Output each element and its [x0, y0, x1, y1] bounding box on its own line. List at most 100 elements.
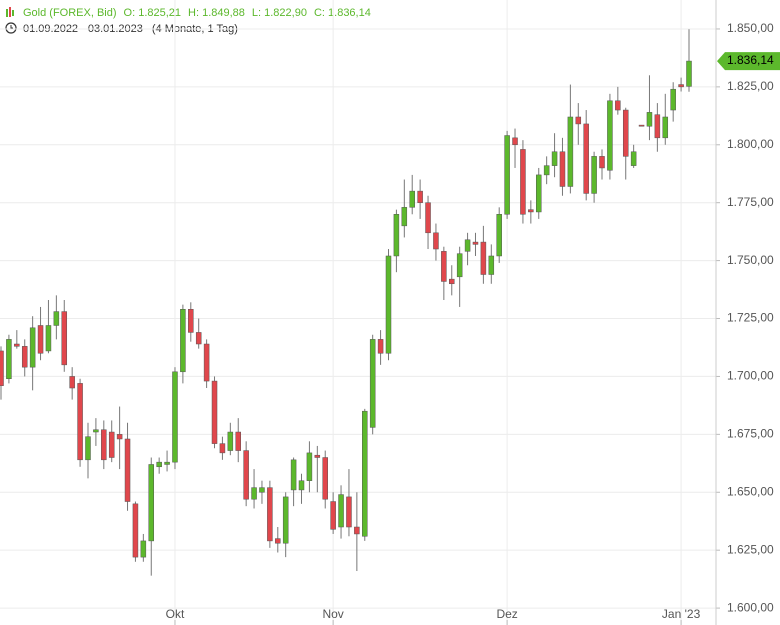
candle-body — [29, 327, 36, 368]
candle-body — [622, 109, 629, 157]
candle-body — [528, 209, 534, 213]
candle-body — [116, 434, 123, 440]
candle-body — [385, 255, 392, 354]
candle-body — [211, 380, 218, 444]
candle-body — [6, 339, 12, 380]
candle-body — [512, 137, 518, 146]
candle-body — [369, 339, 376, 428]
candle-body — [401, 207, 408, 227]
candle-body — [449, 278, 455, 285]
candle-body — [583, 123, 589, 194]
candle-body — [164, 461, 170, 465]
candle-body — [148, 464, 155, 542]
candle-body — [567, 116, 574, 187]
candle-body — [441, 251, 447, 282]
ohlc-label: H: 1.849,88 — [188, 7, 245, 19]
candle-body — [77, 383, 83, 461]
candle-body — [69, 376, 75, 389]
candle-body — [599, 156, 605, 169]
y-tick-label: 1.775,00 — [727, 195, 774, 209]
price-tag-label: 1.836,14 — [727, 53, 774, 67]
ohlc-label: O: 1.825,21 — [124, 7, 182, 19]
candle-body — [488, 255, 495, 275]
candle-body — [85, 436, 91, 461]
candle-body — [646, 112, 653, 127]
candle-body — [654, 114, 661, 139]
candle-body — [575, 116, 582, 125]
ohlc-label: C: 1.836,14 — [314, 7, 371, 19]
candle-body — [362, 410, 368, 537]
y-tick-label: 1.850,00 — [727, 21, 774, 35]
candle-body — [520, 149, 526, 215]
candle-body — [480, 241, 487, 275]
candle-body — [108, 431, 115, 458]
price-tag — [717, 52, 780, 71]
candle-body — [21, 346, 28, 368]
candle-body — [638, 124, 645, 127]
candle-body — [559, 151, 566, 187]
x-tick-label: Okt — [166, 607, 185, 621]
candle-body — [219, 443, 226, 454]
y-tick-label: 1.750,00 — [727, 253, 774, 267]
candle-body — [251, 487, 257, 500]
instrument-title: Gold (FOREX, Bid) — [23, 7, 117, 19]
candle-body — [496, 214, 502, 257]
candle-body — [282, 496, 289, 544]
candle-body — [290, 459, 297, 491]
candle-body — [14, 343, 20, 347]
candle-body — [670, 88, 676, 111]
candle-body — [140, 540, 147, 558]
header — [5, 7, 17, 34]
icon — [9, 7, 11, 17]
candle-body — [338, 494, 344, 528]
candle-body — [551, 151, 558, 166]
x-tick-label: Nov — [322, 607, 343, 621]
x-tick-label: Dez — [496, 607, 517, 621]
y-tick-label: 1.800,00 — [727, 137, 774, 151]
ohlc-label: L: 1.822,90 — [252, 7, 307, 19]
candle-body — [377, 339, 384, 354]
y-tick-label: 1.625,00 — [727, 542, 774, 556]
candle-body — [472, 241, 479, 245]
candle-body — [180, 309, 186, 373]
candle-body — [393, 214, 400, 257]
candle-body — [195, 332, 202, 345]
icon — [6, 9, 8, 17]
candle-body — [0, 350, 4, 386]
candle-body — [53, 311, 60, 326]
candle-body — [686, 60, 692, 87]
candle-body — [504, 135, 510, 215]
candle-body — [203, 343, 210, 382]
candle-body — [306, 452, 313, 481]
candle-body — [172, 371, 178, 463]
candle-body — [322, 457, 328, 500]
candle-body — [267, 487, 273, 542]
candle-body — [61, 311, 68, 366]
candle-body — [314, 454, 321, 458]
candle-body — [37, 325, 44, 354]
candle-body — [535, 174, 542, 213]
candle-body — [354, 526, 360, 535]
clock-icon — [5, 22, 17, 34]
candle-body — [101, 429, 107, 461]
candle-body — [188, 309, 194, 333]
candle-body — [93, 429, 99, 433]
candle-body — [456, 253, 463, 278]
candle-body — [409, 190, 415, 208]
y-tick-label: 1.700,00 — [727, 369, 774, 383]
candle-body — [678, 84, 684, 88]
candle-body — [235, 431, 241, 451]
y-tick-label: 1.650,00 — [727, 484, 774, 498]
candle-body — [615, 100, 621, 111]
candle-body — [346, 496, 352, 528]
candle-body — [464, 239, 471, 252]
candle-body — [607, 100, 613, 171]
x-tick-label: Jan '23 — [662, 607, 701, 621]
candle-body — [591, 156, 597, 194]
candle-body — [543, 165, 550, 176]
candle-body — [330, 501, 336, 530]
candle-body — [45, 325, 52, 352]
candle-body — [630, 151, 637, 166]
